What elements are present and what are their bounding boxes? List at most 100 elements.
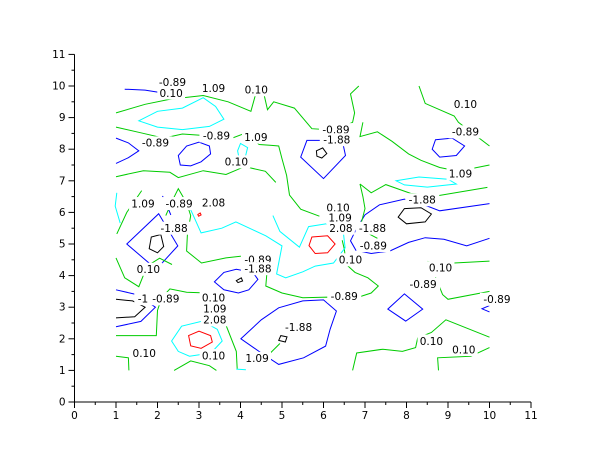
contour-label-bg [417,334,446,348]
contour-line-level--1.88 [397,207,433,225]
y-axis-tick-label: 8 [59,144,66,156]
contour-label: 1.09 [131,198,154,210]
contour-line-level-0.1 [116,288,238,369]
contour-label: -1.88 [359,223,386,235]
contour-label: -0.89 [452,127,479,139]
contour-label-bg [327,221,355,235]
y-axis-tick-label: 11 [52,49,65,61]
contour-label-bg [157,86,186,100]
contour-label: -0.89 [165,198,192,210]
contour-label-bg [241,130,270,144]
y-axis-tick-label: 7 [59,175,66,187]
y-axis-tick-label: 4 [59,270,66,282]
contour-line-level--1.88 [315,147,328,159]
contour-label: 0.10 [159,88,182,100]
contour-label: 0.10 [420,336,443,348]
contour-line-level-0.1 [173,360,217,371]
contour-line-level--0.89 [115,289,157,328]
contour-line-level-1.09 [236,368,246,371]
contour-label-bg [451,97,480,111]
contour-line-level-0.1 [115,257,173,288]
contour-line-level-0.1 [115,85,259,114]
contour-label: 1.09 [449,169,472,181]
y-axis-tick-label: 2 [59,333,66,345]
contour-label: -0.89 [152,293,179,305]
contour-label-bg [199,349,228,363]
contour-label: 2.08 [329,223,352,235]
contour-label: 0.10 [245,85,268,97]
contour-line-level-1.09 [171,320,223,357]
y-axis-tick-label: 10 [52,81,65,93]
contour-label-bg [242,83,271,97]
x-axis-tick-label: 2 [154,410,161,422]
contour-line-level--0.89 [431,137,466,158]
contour-label: 0.10 [452,344,475,356]
contour-label-bg [324,201,352,215]
contour-label-bg [130,346,159,360]
y-axis-tick-label: 5 [59,239,66,251]
contour-label: -1.88 [285,322,312,334]
y-axis-tick-label: 3 [59,302,66,314]
contour-line-level--1.88 [115,298,146,319]
contour-label-bg [200,313,229,327]
contour-label: 0.10 [133,348,156,360]
contour-label-bg [148,292,183,306]
contour-label: -1.88 [409,195,436,207]
contour-line-level-0.1 [165,187,380,299]
y-axis-tick-label: 1 [59,365,66,377]
contour-line-level--0.89 [240,299,337,365]
contour-label-bg [134,262,163,276]
contour-line-level-0.1 [359,183,488,197]
contour-line-level--0.89 [480,305,490,313]
contour-label-bg [200,302,229,316]
x-axis-tick-label: 1 [113,410,120,422]
contour-label: 1.09 [203,304,226,316]
contour-line-level--0.89 [177,141,212,167]
contour-line-level-2.08 [197,212,202,217]
contour-line-level-0.1 [352,319,490,371]
x-axis-tick-label: 6 [320,410,327,422]
contour-line-level-0.1 [437,347,490,371]
contour-line-level-1.09 [237,142,249,158]
contour-label-bg [426,261,455,275]
contour-label-bg [355,221,390,235]
contour-label-bg [243,351,271,365]
contour-label-bg [405,193,440,207]
contour-label: -0.89 [410,279,437,291]
contour-label: 1.09 [245,353,268,365]
y-axis-tick-label: 6 [59,207,66,219]
contour-label: 0.10 [454,99,477,111]
x-axis-tick-label: 11 [524,410,537,422]
contour-line-level--1.88 [235,277,244,284]
contour-line-level-1.09 [394,176,458,188]
contour-label: 0.10 [225,157,248,169]
contour-label: 1.09 [328,213,351,225]
x-axis-tick-label: 5 [279,410,286,422]
contour-label: 0.10 [202,293,225,305]
x-axis-tick-label: 7 [362,410,369,422]
contour-label-bg [336,253,365,267]
contour-line-level--1.88 [278,335,288,343]
contour-label: -1.88 [244,263,271,275]
contour-line-level--0.89 [124,88,161,94]
contour-label-bg [449,343,478,357]
contour-label-bg [318,123,353,137]
contour-label: 0.10 [202,350,225,362]
y-axis-tick-label: 9 [59,112,66,124]
x-axis-tick-label: 10 [483,410,496,422]
contour-label: -0.89 [159,77,186,89]
contour-label-bg [281,320,316,334]
contour-label-bg [199,129,234,143]
contour-line-level-0.1 [115,355,130,371]
contour-line-level-2.08 [308,235,336,255]
y-axis-tick-label: 0 [59,397,66,409]
contour-label-bg [199,196,228,210]
contour-label-bg [406,277,441,291]
contour-label: -1.88 [323,135,350,147]
contour-label: 2.08 [202,198,225,210]
x-axis-tick-label: 8 [403,410,410,422]
contour-label: -0.89 [483,294,510,306]
contour-label: 2.08 [203,315,226,327]
